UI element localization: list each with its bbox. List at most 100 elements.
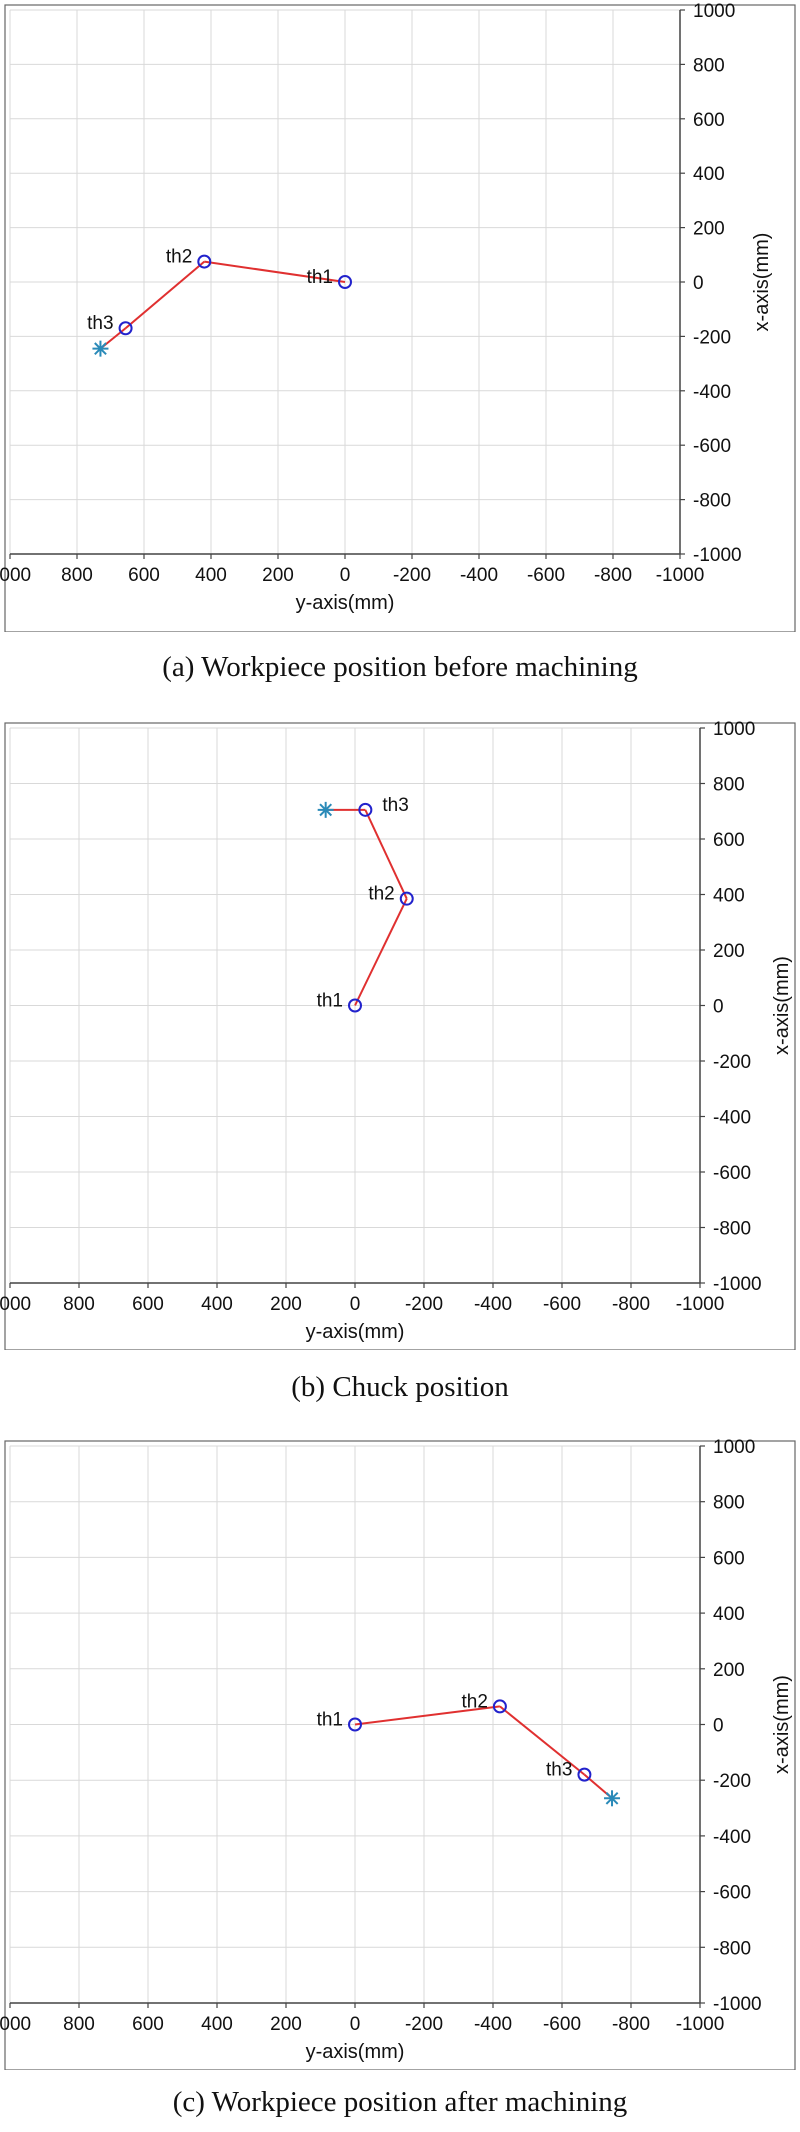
joint-marker-th1 <box>348 998 362 1013</box>
link-segment <box>364 809 408 900</box>
y-tick-label: -400 <box>713 1827 751 1848</box>
joint-marker-th2 <box>492 1699 507 1714</box>
x-tick-label: -1000 <box>676 1294 725 1315</box>
end-effector-stroke <box>319 803 333 817</box>
x-tick-label: -200 <box>405 1294 443 1315</box>
link-segment <box>499 1705 586 1776</box>
x-tick-label: -600 <box>543 2014 581 2035</box>
y-tick-label: -1000 <box>713 1994 762 2015</box>
x-axis-title: y-axis(mm) <box>306 1321 405 1343</box>
chart-panel-c: 1000 800 600 400 200 0 -200 -400 -600 -800 -1000 10… <box>0 1436 800 2132</box>
y-tick-label: 400 <box>713 886 745 907</box>
x-tick-label: 1000 <box>0 1294 31 1315</box>
x-tick-label: -400 <box>474 2014 512 2035</box>
chart-frame <box>4 4 796 632</box>
y-tick-label: -800 <box>693 491 731 512</box>
y-tick-label: 0 <box>713 997 724 1018</box>
x-tick-label: 0 <box>340 565 351 586</box>
chart-panel-b: 1000 800 600 400 200 0 -200 -400 -600 -800 -1000 10… <box>0 718 800 1420</box>
x-tick-label: -200 <box>405 2014 443 2035</box>
y-tick-label: 0 <box>693 273 704 294</box>
joint-marker-th2 <box>197 254 212 269</box>
y-axis-title: x-axis(mm) <box>751 233 773 332</box>
y-tick-label: -1000 <box>713 1274 762 1295</box>
joint-label-th3: th3 <box>546 1760 572 1781</box>
x-tick-label: 400 <box>195 565 227 586</box>
link-segment <box>124 260 205 330</box>
chart-b: 1000 800 600 400 200 0 -200 -400 -600 -800 -1000 10… <box>0 719 796 1350</box>
joint-marker-th2 <box>399 891 414 906</box>
y-tick-label: -400 <box>693 382 731 403</box>
chart-frame <box>4 1440 796 2070</box>
end-effector-marker <box>317 801 334 818</box>
joint-marker-th1 <box>338 275 352 289</box>
chart-panel-a: 1000 800 600 400 200 0 -200 -400 -600 -800 -1000 10… <box>0 0 800 690</box>
x-axis-title: y-axis(mm) <box>296 592 395 614</box>
y-tick-label: 0 <box>713 1716 724 1737</box>
x-tick-label: 1000 <box>0 2014 31 2035</box>
grid-lines <box>9 727 701 1284</box>
joint-label-th1: th1 <box>307 267 333 288</box>
x-tick-label: -800 <box>612 2014 650 2035</box>
joint-marker-th3 <box>358 802 373 817</box>
caption-b: (b) Chuck position <box>291 1371 509 1403</box>
y-tick-label: 1000 <box>693 1 735 22</box>
x-tick-label: 600 <box>128 565 160 586</box>
y-tick-label: -800 <box>713 1938 751 1959</box>
y-tick-label: 1000 <box>713 1437 755 1458</box>
chart-frame <box>4 722 796 1350</box>
x-tick-label: 200 <box>262 565 294 586</box>
y-tick-label: -200 <box>713 1771 751 1792</box>
y-tick-label: 400 <box>713 1604 745 1625</box>
x-tick-label: -600 <box>543 1294 581 1315</box>
y-tick-label: 200 <box>713 1660 745 1681</box>
chart-a: 1000 800 600 400 200 0 -200 -400 -600 -800 -1000 10… <box>0 1 796 632</box>
end-effector-stroke <box>94 342 107 356</box>
x-tick-label: -1000 <box>656 565 705 586</box>
x-tick-label: 400 <box>201 1294 233 1315</box>
joint-label-th2: th2 <box>368 884 394 905</box>
y-tick-label: 600 <box>713 830 745 851</box>
y-tick-label: -800 <box>713 1219 751 1240</box>
joint-label-th3: th3 <box>87 313 113 334</box>
x-tick-label: 800 <box>61 565 93 586</box>
y-tick-label: -200 <box>693 327 731 348</box>
y-tick-label: -600 <box>713 1163 751 1184</box>
x-tick-label: 600 <box>132 1294 164 1315</box>
x-tick-label: -200 <box>393 565 431 586</box>
joint-label-th2: th2 <box>461 1691 487 1712</box>
end-effector-marker <box>604 1790 621 1807</box>
y-tick-label: 800 <box>713 1493 745 1514</box>
x-tick-label: 800 <box>63 2014 95 2035</box>
y-axis-title: x-axis(mm) <box>771 1675 793 1774</box>
x-axis-title: y-axis(mm) <box>306 2041 405 2063</box>
end-effector-stroke <box>605 1791 619 1805</box>
x-tick-label: 1000 <box>0 565 31 586</box>
y-tick-label: -200 <box>713 1052 751 1073</box>
joint-label-th1: th1 <box>317 991 343 1012</box>
y-tick-label: 600 <box>713 1548 745 1569</box>
y-tick-label: -1000 <box>693 545 742 566</box>
x-tick-label: -400 <box>460 565 498 586</box>
x-tick-label: -1000 <box>676 2014 725 2035</box>
y-axis-title: x-axis(mm) <box>771 956 793 1055</box>
y-tick-label: 800 <box>693 55 725 76</box>
y-tick-label: 400 <box>693 164 725 185</box>
x-tick-label: 400 <box>201 2014 233 2035</box>
joint-marker-th3 <box>118 321 133 336</box>
y-tick-label: -400 <box>713 1108 751 1129</box>
x-tick-label: 800 <box>63 1294 95 1315</box>
chart-c: 1000 800 600 400 200 0 -200 -400 -600 -800 -1000 10… <box>0 1437 796 2070</box>
link-segment <box>354 1705 501 1726</box>
x-tick-label: -400 <box>474 1294 512 1315</box>
x-tick-label: -800 <box>612 1294 650 1315</box>
joint-label-th1: th1 <box>317 1710 343 1731</box>
x-tick-label: 0 <box>350 2014 361 2035</box>
joint-label-th3: th3 <box>382 795 408 816</box>
link-segment <box>204 260 346 283</box>
x-tick-label: 200 <box>270 2014 302 2035</box>
x-tick-label: -600 <box>527 565 565 586</box>
y-tick-label: 800 <box>713 775 745 796</box>
joint-marker-th3 <box>577 1767 592 1782</box>
joint-label-th2: th2 <box>166 247 192 268</box>
